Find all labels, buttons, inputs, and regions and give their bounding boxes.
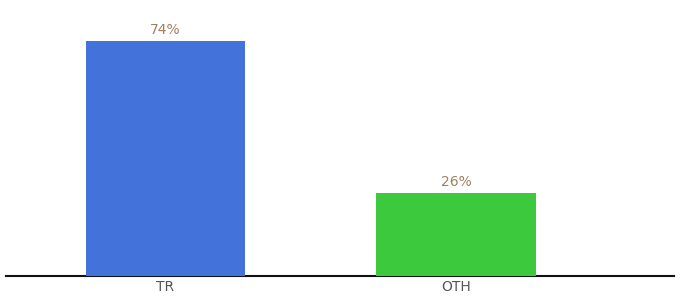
Text: 26%: 26%: [441, 175, 472, 189]
Bar: [86, 40, 245, 276]
Bar: [376, 193, 537, 276]
Text: 74%: 74%: [150, 23, 181, 37]
